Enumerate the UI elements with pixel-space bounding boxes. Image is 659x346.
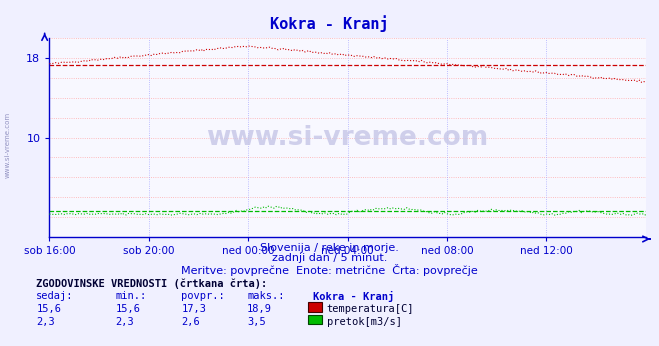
Text: 2,3: 2,3 [115, 317, 134, 327]
Text: Kokra - Kranj: Kokra - Kranj [313, 291, 394, 302]
Text: 2,6: 2,6 [181, 317, 200, 327]
Text: ZGODOVINSKE VREDNOSTI (črtkana črta):: ZGODOVINSKE VREDNOSTI (črtkana črta): [36, 279, 268, 289]
Text: min.:: min.: [115, 291, 146, 301]
Text: Kokra - Kranj: Kokra - Kranj [270, 16, 389, 33]
Text: 15,6: 15,6 [36, 304, 61, 315]
Text: Meritve: povprečne  Enote: metrične  Črta: povprečje: Meritve: povprečne Enote: metrične Črta:… [181, 264, 478, 276]
Text: 3,5: 3,5 [247, 317, 266, 327]
Text: 2,3: 2,3 [36, 317, 55, 327]
Text: maks.:: maks.: [247, 291, 285, 301]
Text: povpr.:: povpr.: [181, 291, 225, 301]
Text: temperatura[C]: temperatura[C] [327, 304, 415, 315]
Text: www.si-vreme.com: www.si-vreme.com [206, 125, 489, 151]
Text: sedaj:: sedaj: [36, 291, 74, 301]
Text: zadnji dan / 5 minut.: zadnji dan / 5 minut. [272, 253, 387, 263]
Text: 18,9: 18,9 [247, 304, 272, 315]
Text: www.si-vreme.com: www.si-vreme.com [5, 112, 11, 179]
Text: 17,3: 17,3 [181, 304, 206, 315]
Text: Slovenija / reke in morje.: Slovenija / reke in morje. [260, 243, 399, 253]
Text: pretok[m3/s]: pretok[m3/s] [327, 317, 402, 327]
Text: 15,6: 15,6 [115, 304, 140, 315]
